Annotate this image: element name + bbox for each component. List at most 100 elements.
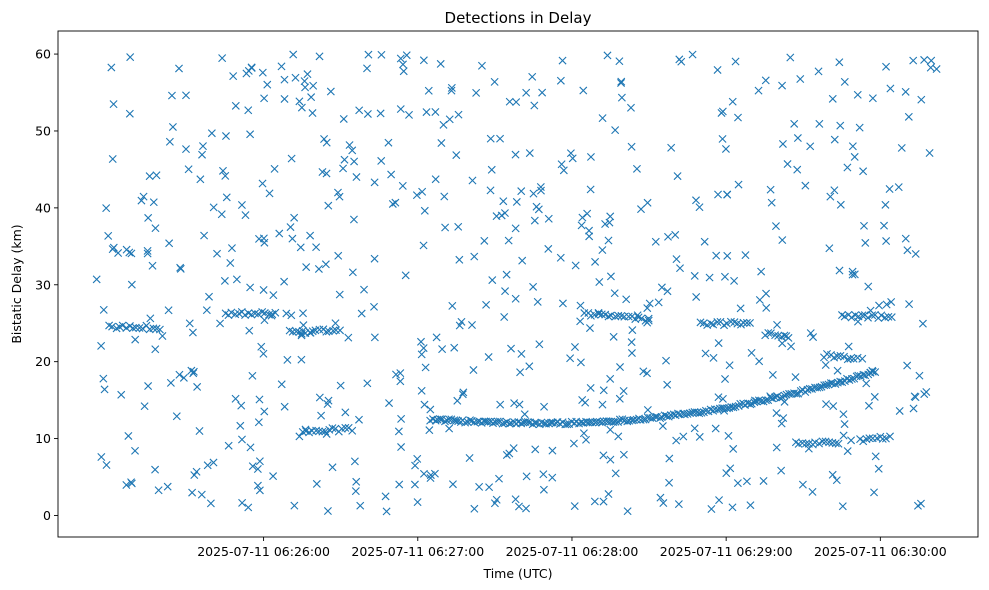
scatter-point <box>762 289 771 298</box>
scatter-point <box>217 210 226 219</box>
scatter-point <box>767 198 776 207</box>
scatter-point <box>901 87 910 96</box>
scatter-point <box>579 429 588 438</box>
scatter-point <box>887 297 896 306</box>
scatter-point <box>657 283 666 292</box>
scatter-point <box>847 375 856 384</box>
scatter-point <box>659 499 668 508</box>
scatter-point <box>489 419 498 428</box>
scatter-point <box>251 309 260 318</box>
scatter-point <box>206 499 215 508</box>
scatter-point <box>586 185 595 194</box>
scatter-point <box>586 383 595 392</box>
scatter-point <box>512 98 521 107</box>
scatter-point <box>424 86 433 95</box>
scatter-point <box>218 54 227 63</box>
scatter-point <box>777 419 786 428</box>
scatter-point <box>216 319 225 328</box>
scatter-point <box>297 103 306 112</box>
scatter-point <box>291 73 300 82</box>
scatter-point <box>601 220 610 228</box>
scatter-point <box>576 317 585 326</box>
scatter-point <box>643 405 652 414</box>
scatter-point <box>606 272 615 281</box>
scatter-point <box>104 231 113 240</box>
scatter-point <box>185 319 194 328</box>
scatter-point <box>394 427 403 436</box>
scatter-point <box>437 139 446 148</box>
scatter-point <box>258 308 267 317</box>
scatter-point <box>299 309 308 318</box>
scatter-point <box>166 378 175 387</box>
x-tick-label: 2025-07-11 06:27:00 <box>351 544 484 559</box>
scatter-point <box>918 319 927 328</box>
scatter-point <box>585 324 594 333</box>
scatter-point <box>729 444 738 453</box>
scatter-point <box>796 74 805 83</box>
scatter-point <box>761 76 770 85</box>
scatter-point <box>920 55 929 64</box>
scatter-point <box>877 311 886 320</box>
scatter-point <box>109 100 118 109</box>
scatter-point <box>780 331 789 340</box>
scatter-point <box>328 463 337 472</box>
scatter-point <box>187 366 196 375</box>
scatter-point <box>859 167 868 176</box>
scatter-point <box>213 249 222 258</box>
scatter-point <box>277 62 286 71</box>
scatter-point <box>654 298 663 307</box>
scatter-point <box>258 179 267 188</box>
scatter-point <box>344 333 353 342</box>
scatter-point <box>514 502 523 511</box>
scatter-point <box>454 110 463 119</box>
scatter-point <box>241 211 250 220</box>
scatter-point <box>832 476 841 485</box>
scatter-point <box>397 414 406 423</box>
scatter-point <box>530 101 539 110</box>
scatter-point <box>835 266 844 275</box>
scatter-point <box>280 277 289 286</box>
scatter-point <box>721 375 730 383</box>
scatter-point <box>496 400 505 409</box>
scatter-point <box>697 408 706 417</box>
scatter-point <box>401 271 410 280</box>
x-axis-label: Time (UTC) <box>482 566 552 581</box>
scatter-point <box>603 51 612 60</box>
scatter-point <box>766 392 775 401</box>
scatter-point <box>535 340 544 349</box>
scatter-point <box>903 361 912 370</box>
scatter-point <box>809 333 818 342</box>
scatter-point <box>861 238 870 247</box>
scatter-point <box>370 302 379 311</box>
scatter-point <box>236 421 245 430</box>
scatter-point <box>356 501 365 510</box>
scatter-point <box>671 230 680 239</box>
scatter-point <box>525 149 534 158</box>
scatter-point <box>396 377 405 386</box>
scatter-point <box>920 390 929 399</box>
scatter-point <box>450 343 459 352</box>
scatter-point <box>528 72 537 81</box>
scatter-point <box>544 244 553 253</box>
scatter-point <box>255 486 264 495</box>
scatter-point <box>290 501 299 510</box>
scatter-point <box>193 382 202 391</box>
scatter-point <box>598 246 607 255</box>
scatter-point <box>452 151 461 160</box>
scatter-point <box>303 70 312 79</box>
scatter-point <box>826 192 835 201</box>
scatter-point <box>778 139 787 148</box>
scatter-point <box>158 332 167 340</box>
scatter-point <box>255 395 264 404</box>
scatter-point <box>326 87 335 96</box>
y-tick-label: 0 <box>43 508 51 523</box>
scatter-point <box>676 264 684 273</box>
scatter-point <box>830 135 839 144</box>
scatter-point <box>125 109 134 118</box>
scatter-point <box>431 107 440 116</box>
scatter-point <box>454 222 463 231</box>
scatter-point <box>804 444 813 453</box>
scatter-point <box>866 368 875 377</box>
scatter-point <box>339 164 348 173</box>
scatter-point <box>622 295 631 304</box>
